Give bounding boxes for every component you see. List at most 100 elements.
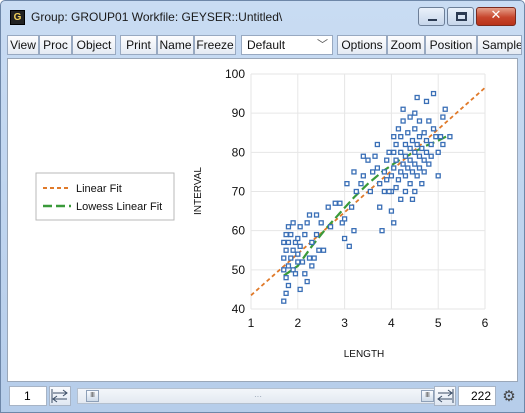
- data-point: [346, 243, 352, 249]
- legend[interactable]: Linear Fit Lowess Linear Fit: [35, 172, 175, 221]
- data-point: [393, 184, 399, 191]
- lock-left-button[interactable]: [49, 386, 71, 406]
- lock-right-button[interactable]: [434, 386, 456, 406]
- title-bar[interactable]: G Group: GROUP01 Workfile: GEYSER::Untit…: [1, 1, 524, 33]
- data-point: [309, 263, 315, 269]
- position-button[interactable]: Position: [425, 35, 477, 55]
- scroll-thumb-right[interactable]: Ⅲ: [421, 390, 434, 402]
- print-button[interactable]: Print: [120, 35, 157, 55]
- zoom-button[interactable]: Zoom: [387, 35, 425, 55]
- minimize-button[interactable]: [418, 7, 445, 26]
- data-point: [318, 220, 324, 226]
- data-point: [400, 106, 406, 112]
- data-point: [391, 149, 397, 155]
- tick-labels: 1 2 3 4 5 6 40 50 60 70 80 90 100: [225, 67, 489, 330]
- close-button[interactable]: ✕: [476, 7, 516, 26]
- data-point: [412, 126, 418, 132]
- data-point: [400, 118, 406, 124]
- data-point: [440, 141, 446, 148]
- data-point: [285, 263, 292, 269]
- name-button[interactable]: Name: [157, 35, 194, 55]
- object-button[interactable]: Object: [72, 35, 116, 55]
- data-point: [423, 149, 430, 155]
- data-point: [412, 110, 418, 116]
- data-point: [430, 126, 437, 132]
- view-button[interactable]: View: [7, 35, 39, 55]
- data-point: [414, 141, 420, 148]
- data-point: [374, 141, 381, 148]
- data-point: [313, 231, 320, 238]
- window-title: Group: GROUP01 Workfile: GEYSER::Untitle…: [31, 10, 283, 24]
- scroll-grip-icon: ···: [254, 392, 262, 401]
- data-point: [402, 141, 409, 148]
- data-point: [325, 204, 331, 210]
- data-point: [297, 224, 303, 230]
- data-point: [344, 181, 350, 187]
- data-point: [281, 267, 287, 273]
- chevron-down-icon: ﹀: [317, 39, 328, 51]
- data-point: [351, 169, 357, 175]
- close-icon: ✕: [490, 8, 502, 23]
- data-point: [288, 255, 294, 261]
- data-point: [447, 134, 453, 140]
- data-point: [423, 98, 430, 105]
- data-point: [283, 275, 289, 281]
- data-point: [377, 204, 383, 210]
- gear-icon[interactable]: ⚙: [502, 387, 516, 405]
- sample-button[interactable]: Sample: [477, 35, 522, 55]
- legend-linear-label: Linear Fit: [76, 183, 122, 195]
- data-point: [386, 149, 392, 155]
- row-end-field[interactable]: 222: [458, 386, 496, 406]
- data-point: [414, 173, 420, 179]
- data-point: [360, 153, 366, 159]
- data-point: [391, 220, 397, 226]
- toolbar: View Proc Object Print Name Freeze Defau…: [7, 35, 524, 57]
- row-scrollbar[interactable]: Ⅲ ··· Ⅲ: [77, 388, 446, 404]
- data-point: [398, 134, 404, 140]
- maximize-button[interactable]: [447, 7, 474, 26]
- data-point: [388, 173, 395, 179]
- x-tick-label: 6: [482, 316, 489, 330]
- y-tick-label: 40: [232, 302, 246, 316]
- graph-area: 1 2 3 4 5 6 40 50 60 70 80 90 100 LENGTH INTERVAL Li…: [7, 58, 518, 382]
- data-point: [313, 212, 320, 218]
- data-point: [320, 247, 327, 253]
- data-point: [283, 247, 289, 253]
- scroll-thumb-left[interactable]: Ⅲ: [86, 390, 99, 402]
- data-point: [299, 259, 306, 265]
- data-point: [374, 165, 381, 171]
- data-point: [281, 298, 287, 304]
- data-point: [426, 161, 432, 167]
- freeze-button[interactable]: Freeze: [194, 35, 236, 55]
- data-point: [348, 204, 355, 210]
- status-bar: 1 Ⅲ ··· Ⅲ 222 ⚙: [7, 384, 518, 408]
- data-point: [290, 220, 296, 226]
- data-point: [407, 157, 413, 163]
- data-point: [409, 196, 416, 202]
- x-tick-label: 3: [341, 316, 348, 330]
- data-point: [290, 247, 296, 253]
- data-point: [292, 271, 299, 277]
- data-point: [281, 255, 287, 261]
- data-point: [372, 153, 378, 159]
- data-point: [281, 239, 287, 246]
- data-points: [281, 90, 453, 304]
- data-point: [381, 169, 388, 175]
- data-point: [360, 173, 366, 179]
- lowess-fit-line: [283, 133, 451, 277]
- row-start-field[interactable]: 1: [9, 386, 47, 406]
- data-point: [377, 181, 383, 187]
- data-point: [295, 235, 301, 242]
- data-point: [407, 114, 413, 120]
- options-button[interactable]: Options: [337, 35, 387, 55]
- data-point: [407, 181, 413, 187]
- data-point: [437, 134, 444, 140]
- legend-lowess-label: Lowess Linear Fit: [76, 201, 162, 213]
- y-tick-label: 60: [232, 224, 246, 238]
- data-point: [332, 200, 338, 206]
- template-select-value: Default: [247, 38, 286, 52]
- data-point: [367, 188, 373, 195]
- template-select[interactable]: Default ﹀: [241, 35, 333, 55]
- proc-button[interactable]: Proc: [39, 35, 72, 55]
- data-point: [285, 282, 292, 289]
